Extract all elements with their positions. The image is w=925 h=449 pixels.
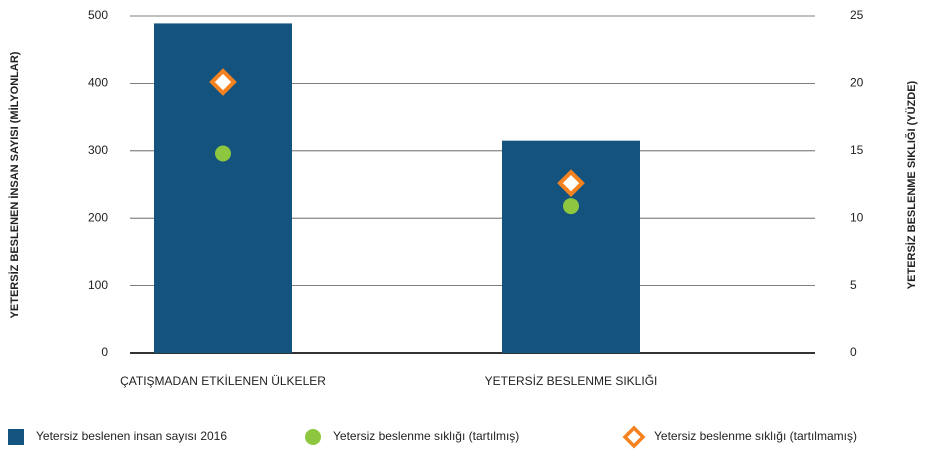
y2-tick-label: 25 bbox=[850, 8, 864, 22]
y-tick-label: 100 bbox=[88, 278, 108, 292]
y-tick-label: 300 bbox=[88, 143, 108, 157]
y2-tick-label: 5 bbox=[850, 278, 857, 292]
y-tick-label: 0 bbox=[101, 345, 108, 359]
y2-tick-label: 0 bbox=[850, 345, 857, 359]
circle-marker bbox=[215, 145, 231, 162]
y-tick-label: 500 bbox=[88, 8, 108, 22]
y2-axis-title: YETERSİZ BESLENME SIKLIĞI (YÜZDE) bbox=[905, 80, 918, 289]
y-tick-label: 400 bbox=[88, 76, 108, 90]
legend-label: Yetersiz beslenen insan sayısı 2016 bbox=[36, 429, 227, 443]
x-tick-label: ÇATIŞMADAN ETKİLENEN ÜLKELER bbox=[120, 374, 326, 388]
diamond-marker bbox=[557, 169, 585, 197]
y2-tick-label: 15 bbox=[850, 143, 864, 157]
y2-tick-label: 10 bbox=[850, 210, 864, 224]
y2-tick-label: 20 bbox=[850, 76, 864, 90]
circle-marker bbox=[563, 198, 579, 215]
legend-swatch bbox=[622, 425, 646, 449]
diamond-marker bbox=[209, 68, 237, 96]
legend-swatch bbox=[8, 429, 24, 445]
legend-label: Yetersiz beslenme sıklığı (tartılmamış) bbox=[654, 429, 857, 443]
y-tick-label: 200 bbox=[88, 210, 108, 224]
y-axis-title: YETERSİZ BESLENEN İNSAN SAYISI (MİLYONLA… bbox=[8, 51, 21, 318]
legend-label: Yetersiz beslenme sıklığı (tartılmış) bbox=[333, 429, 519, 443]
x-tick-label: YETERSİZ BESLENME SIKLIĞI bbox=[485, 373, 658, 388]
legend-swatch bbox=[305, 429, 321, 445]
